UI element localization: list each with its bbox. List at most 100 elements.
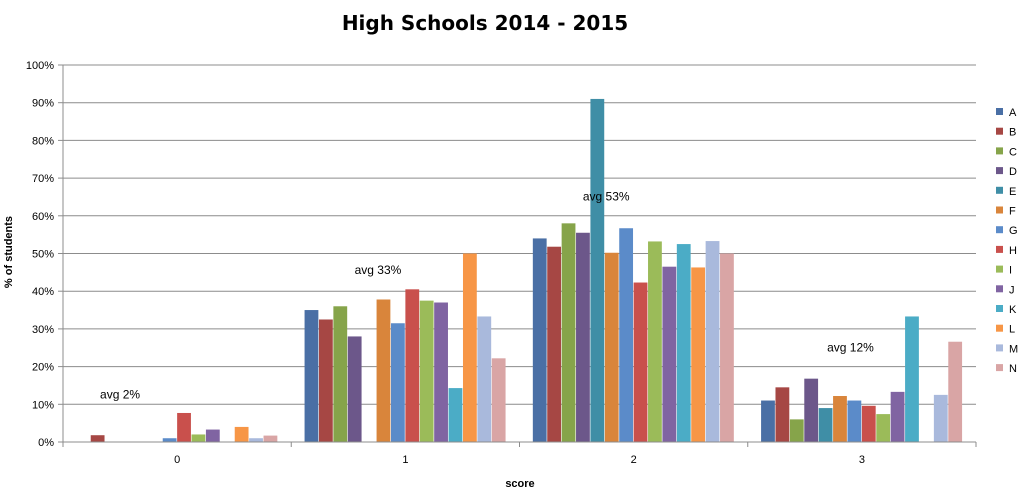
legend-swatch-c [996,147,1003,155]
legend-swatch-g [996,226,1003,234]
bar-a-score-3 [761,400,775,442]
bar-g-score-0 [162,438,177,442]
bar-i-score-2 [648,241,662,442]
bar-j-score-2 [662,266,677,442]
bar-n-score-2 [720,253,734,442]
bar-h-score-0 [177,412,191,442]
bar-b-score-2 [547,246,562,442]
legend-swatch-i [996,265,1003,273]
legend-label-n: N [1009,363,1017,375]
average-annotation: avg 53% [583,190,630,204]
y-tick-label: 10% [32,399,54,411]
x-tick-label: 3 [859,454,865,466]
y-tick-label: 60% [32,211,54,223]
average-annotation: avg 2% [100,388,140,402]
bar-e-score-2 [590,98,605,443]
bar-g-score-2 [619,228,634,442]
x-tick-label: 0 [174,454,180,466]
legend-label-f: F [1009,206,1016,218]
bar-f-score-2 [604,252,619,442]
bar-g-score-1 [390,323,405,442]
y-tick-label: 80% [32,135,54,147]
gridlines [63,64,976,443]
legend-swatch-k [996,305,1003,312]
bar-h-score-1 [405,289,420,442]
legend-label-h: H [1009,245,1017,257]
average-annotation: avg 33% [355,263,402,277]
legend-label-e: E [1009,186,1016,198]
legend-swatch-f [996,206,1003,214]
bar-d-score-3 [804,378,819,442]
average-annotation: avg 12% [827,341,874,355]
legend-swatch-e [996,186,1003,194]
bar-e-score-3 [818,408,833,442]
legend-swatch-j [996,285,1003,293]
bar-f-score-3 [833,396,847,442]
legend-label-a: A [1009,107,1017,119]
legend-swatch-l [996,324,1003,332]
legend-swatch-b [996,127,1003,135]
bar-l-score-2 [691,267,706,442]
bar-k-score-1 [448,388,463,442]
bar-m-score-0 [249,438,263,442]
bar-b-score-0 [90,435,105,442]
bar-d-score-2 [576,232,590,442]
legend-label-i: I [1009,265,1012,277]
annotations: avg 2% avg 33% avg 53% avg 12% [100,190,874,402]
bar-l-score-0 [234,426,249,442]
legend-label-m: M [1009,343,1018,355]
bar-d-score-1 [347,336,362,442]
chart-title: High Schools 2014 - 2015 [342,11,628,35]
y-tick-label: 100% [26,60,54,72]
bar-a-score-1 [304,310,319,442]
bar-b-score-1 [318,319,333,442]
bar-j-score-3 [890,391,905,442]
bar-g-score-3 [847,400,862,442]
x-axis-label: score [505,478,534,490]
y-tick-label: 0% [38,437,54,449]
y-tick-label: 20% [32,362,54,374]
bar-k-score-2 [676,244,691,442]
legend-swatch-n [996,364,1003,372]
bar-n-score-0 [263,435,278,442]
bar-j-score-1 [434,302,448,442]
bar-l-score-1 [462,253,477,442]
bar-h-score-2 [633,282,648,442]
bar-f-score-1 [376,299,391,442]
bar-j-score-0 [205,429,220,442]
bar-m-score-2 [705,241,720,442]
legend-label-g: G [1009,225,1018,237]
bar-m-score-1 [477,316,492,442]
bar-i-score-3 [876,414,891,442]
legend-swatch-a [996,108,1003,115]
legend-label-l: L [1009,324,1015,336]
y-tick-label: 90% [32,98,54,110]
bar-i-score-1 [419,300,434,443]
bar-a-score-2 [532,238,547,442]
bar-m-score-3 [933,394,948,443]
axes [62,65,976,443]
y-axis-ticks: 0% 10% 20% 30% 40% 50% 60% 70% 80% 90% 100% [26,60,63,449]
x-tick-label: 2 [631,454,637,466]
bar-c-score-3 [789,419,804,442]
y-tick-label: 30% [32,324,54,336]
legend-label-d: D [1009,166,1017,178]
legend-label-j: J [1009,284,1015,296]
bar-h-score-3 [861,405,876,442]
bar-k-score-3 [905,316,919,442]
legend-label-c: C [1009,146,1017,158]
bar-b-score-3 [775,387,790,442]
legend-swatch-h [996,245,1003,253]
legend-swatch-m [996,344,1003,352]
y-axis-label: % of students [3,216,15,288]
legend-label-k: K [1009,304,1017,316]
legend-swatch-d [996,167,1003,175]
bar-i-score-0 [191,434,206,442]
bar-c-score-2 [561,223,576,442]
y-tick-label: 70% [32,173,54,185]
x-axis-ticks: 0 1 2 3 [62,442,977,466]
bar-n-score-1 [491,358,506,442]
x-tick-label: 1 [402,454,408,466]
bar-n-score-3 [948,341,963,442]
